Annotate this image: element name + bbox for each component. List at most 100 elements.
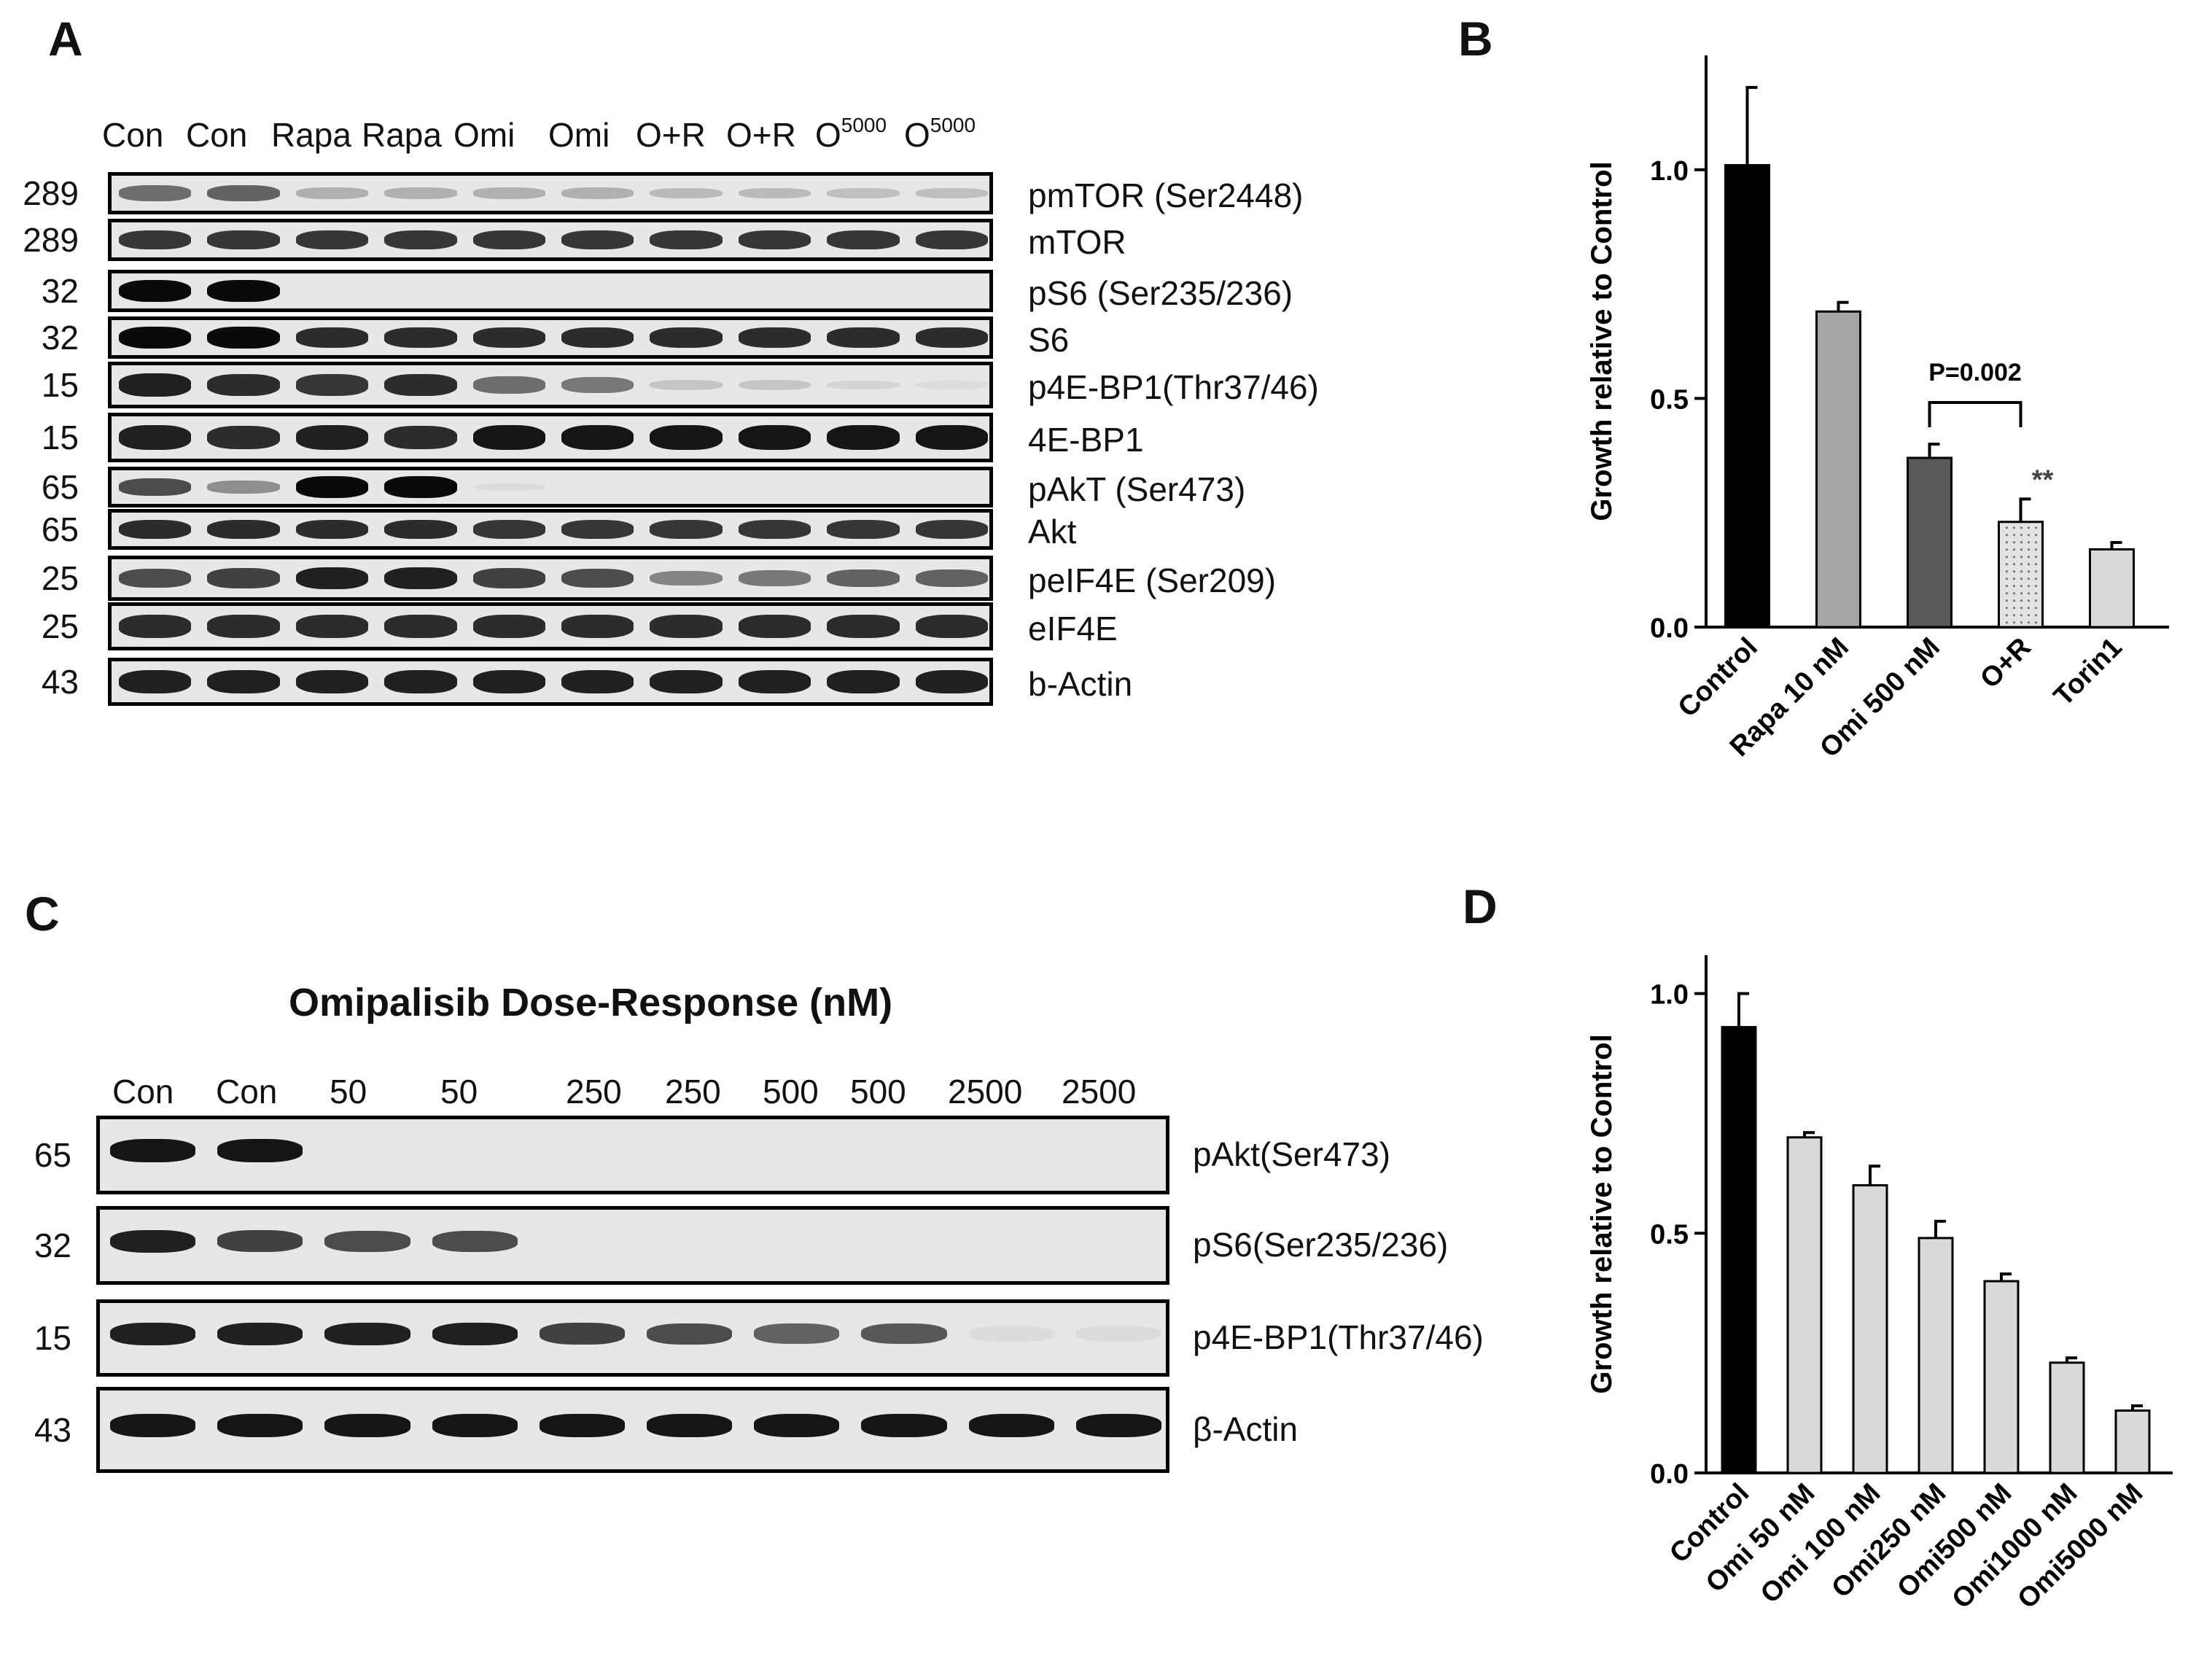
lane-label-a: Rapa — [271, 116, 351, 154]
blot-band — [472, 483, 545, 491]
growth-chart-b: 0.0 0.5 1.0 Growth relative to Control Contr… — [1586, 55, 2169, 763]
lane-label-a: Con — [102, 116, 164, 154]
blot-band — [119, 568, 192, 588]
bar-pattern-dot — [2020, 599, 2023, 602]
blot-band — [827, 424, 900, 451]
bar-pattern-dot — [2027, 607, 2031, 610]
blot-band — [295, 425, 369, 450]
blot-band — [207, 669, 280, 694]
blot-band — [650, 520, 723, 539]
lane-superscript: 5000 — [930, 114, 976, 136]
bar-pattern-dot — [2034, 570, 2038, 573]
blot-band — [472, 520, 545, 539]
blot-band — [827, 380, 900, 390]
y-tick-label: 0.5 — [1650, 1219, 1689, 1250]
bar-pattern-dot — [2020, 607, 2023, 610]
blot-band — [915, 230, 988, 250]
bar-pattern-dot — [2027, 526, 2031, 529]
blot-band — [647, 1323, 733, 1345]
bar-pattern-dot — [2012, 556, 2016, 559]
blot-band — [915, 669, 988, 694]
blot-band — [217, 1414, 303, 1437]
bar — [1998, 521, 2044, 629]
blot-band — [561, 327, 634, 348]
protein-label-a: b-Actin — [1028, 665, 1133, 703]
blot-band — [561, 230, 634, 250]
blot-band — [384, 373, 457, 397]
mw-label-a: 25 — [41, 559, 79, 597]
bar — [2114, 1409, 2151, 1474]
blot-strip-a — [108, 270, 993, 312]
blot-band — [207, 425, 280, 450]
blot-band — [207, 279, 280, 303]
blot-strip-c — [96, 1116, 1169, 1194]
lane-label-a: O5000 — [904, 114, 976, 154]
bar-pattern-dot — [2005, 534, 2009, 537]
bar-pattern-dot — [2034, 607, 2038, 610]
blot-band — [650, 379, 723, 391]
blot-band — [472, 327, 545, 348]
blot-band — [295, 615, 369, 638]
lane-label-c: 250 — [665, 1073, 721, 1111]
blot-band — [561, 520, 634, 539]
blot-band — [207, 615, 280, 638]
blot-band — [754, 1414, 840, 1437]
blot-band — [827, 327, 900, 348]
blot-band — [472, 187, 545, 199]
blot-band — [650, 615, 723, 638]
blot-strip-a — [108, 362, 993, 408]
blot-band — [915, 569, 988, 587]
panel-c-title: Omipalisib Dose-Response (nM) — [289, 981, 893, 1024]
bar-pattern-dot — [2005, 570, 2009, 573]
x-tick-label: Control — [1673, 632, 1764, 723]
blot-band — [384, 669, 457, 694]
bar-pattern-dot — [2020, 526, 2023, 529]
bar — [1983, 1280, 2020, 1474]
bar-pattern-dot — [2012, 548, 2016, 551]
blot-strip-a — [108, 413, 993, 462]
blot-band — [432, 1414, 518, 1437]
blot-band — [295, 187, 369, 199]
protein-label-a: eIF4E — [1028, 610, 1118, 648]
blot-band — [384, 230, 457, 250]
blot-band — [110, 1139, 196, 1162]
lane-label-c: 50 — [440, 1073, 478, 1111]
blot-band — [295, 374, 369, 396]
bar-pattern-dot — [2005, 592, 2009, 595]
protein-label-a: p4E-BP1(Thr37/46) — [1028, 368, 1319, 406]
bar-pattern-dot — [2005, 541, 2009, 544]
bar — [2089, 548, 2135, 629]
blot-band — [915, 615, 988, 638]
blot-band — [207, 184, 280, 202]
blot-band — [1075, 1325, 1161, 1342]
blot-band — [207, 326, 280, 349]
bar-pattern-dot — [2020, 534, 2023, 537]
blot-band — [295, 567, 369, 590]
bar-pattern-dot — [2012, 621, 2016, 624]
blot-band — [915, 380, 988, 390]
bar-pattern-dot — [2012, 599, 2016, 602]
bar-pattern-dot — [2005, 563, 2009, 566]
blot-band — [110, 1229, 196, 1253]
blot-band — [119, 669, 192, 694]
lane-label-c: 500 — [763, 1073, 819, 1111]
blot-band — [110, 1322, 196, 1345]
blot-band — [432, 1230, 518, 1252]
blot-band — [968, 1414, 1054, 1437]
blot-band — [861, 1323, 947, 1345]
significance-bracket — [1928, 401, 2022, 427]
blot-band — [861, 1414, 947, 1437]
blot-band — [738, 520, 811, 539]
blot-band — [561, 615, 634, 638]
bar-pattern-dot — [2005, 578, 2009, 580]
blot-band — [217, 1139, 303, 1162]
bar-pattern-dot — [2027, 578, 2031, 580]
blot-band — [915, 327, 988, 348]
bar-pattern-dot — [2012, 585, 2016, 588]
lane-superscript: 5000 — [841, 114, 887, 136]
blot-band — [295, 230, 369, 250]
blot-band — [561, 187, 634, 199]
bar-pattern-dot — [2027, 570, 2031, 573]
blot-band — [650, 570, 723, 586]
bar-pattern-dot — [2034, 534, 2038, 537]
